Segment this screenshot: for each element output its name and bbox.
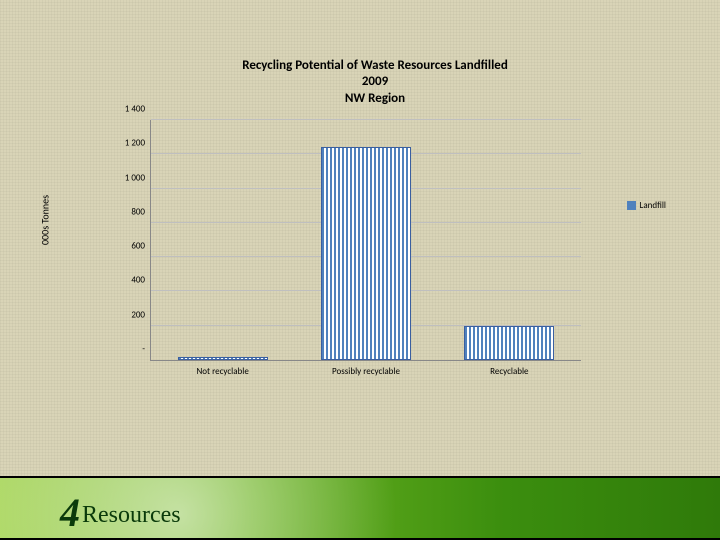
y-axis-label: 000s Tonnes xyxy=(39,195,52,245)
y-tick-label: 1 400 xyxy=(125,104,151,115)
chart-title-line2: 2009 xyxy=(362,74,388,89)
bar-fill xyxy=(464,326,554,360)
y-tick-label: - xyxy=(142,344,151,355)
footer-banner: 4 Resources xyxy=(0,476,720,540)
bar xyxy=(321,120,411,360)
y-tick-label: 1 200 xyxy=(125,138,151,149)
logo-word: Resources xyxy=(82,502,181,529)
bar-stripes xyxy=(321,147,411,360)
x-category-label: Possibly recyclable xyxy=(296,360,436,377)
chart-title-line1: Recycling Potential of Waste Resources L… xyxy=(242,58,508,73)
y-tick-label: 600 xyxy=(131,241,151,252)
plot-area: -2004006008001 0001 2001 400Not recyclab… xyxy=(150,120,581,361)
x-category-label: Not recyclable xyxy=(153,360,293,377)
slide-page: Recycling Potential of Waste Resources L… xyxy=(0,0,720,540)
y-tick-label: 400 xyxy=(131,275,151,286)
bar-fill xyxy=(321,147,411,360)
y-tick-label: 800 xyxy=(131,206,151,217)
bar-stripes xyxy=(464,326,554,360)
logo-number: 4 xyxy=(60,489,80,536)
y-tick-label: 200 xyxy=(131,309,151,320)
bar xyxy=(464,120,554,360)
logo: 4 Resources xyxy=(60,485,181,532)
y-tick-label: 1 000 xyxy=(125,172,151,183)
legend-swatch xyxy=(627,201,636,210)
bar xyxy=(178,120,268,360)
legend: Landfill xyxy=(627,200,666,211)
x-category-label: Recyclable xyxy=(439,360,579,377)
chart-container: Recycling Potential of Waste Resources L… xyxy=(80,50,670,390)
chart-title-line3: NW Region xyxy=(345,91,405,106)
legend-label: Landfill xyxy=(640,200,666,211)
chart-title: Recycling Potential of Waste Resources L… xyxy=(80,58,670,107)
